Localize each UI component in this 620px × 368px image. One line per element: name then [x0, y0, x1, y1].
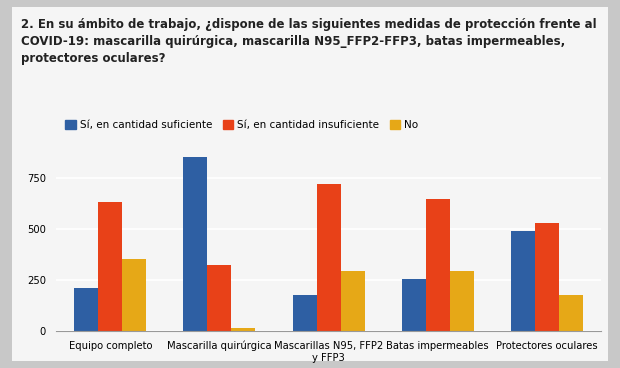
Bar	[426, 199, 450, 331]
Bar	[184, 158, 208, 331]
Bar	[231, 328, 255, 331]
Bar	[340, 271, 365, 331]
Bar	[559, 296, 583, 331]
Bar	[317, 184, 340, 331]
Text: 2. En su ámbito de trabajo, ¿dispone de las siguientes medidas de protección fre: 2. En su ámbito de trabajo, ¿dispone de …	[21, 18, 597, 65]
Bar	[74, 288, 99, 331]
Bar	[535, 223, 559, 331]
Bar	[511, 231, 535, 331]
Bar	[402, 279, 426, 331]
Legend: Sí, en cantidad suficiente, Sí, en cantidad insuficiente, No: Sí, en cantidad suficiente, Sí, en canti…	[61, 116, 422, 134]
Bar	[99, 202, 122, 331]
Bar	[122, 259, 146, 331]
Bar	[293, 296, 317, 331]
Bar	[208, 265, 231, 331]
Bar	[450, 271, 474, 331]
